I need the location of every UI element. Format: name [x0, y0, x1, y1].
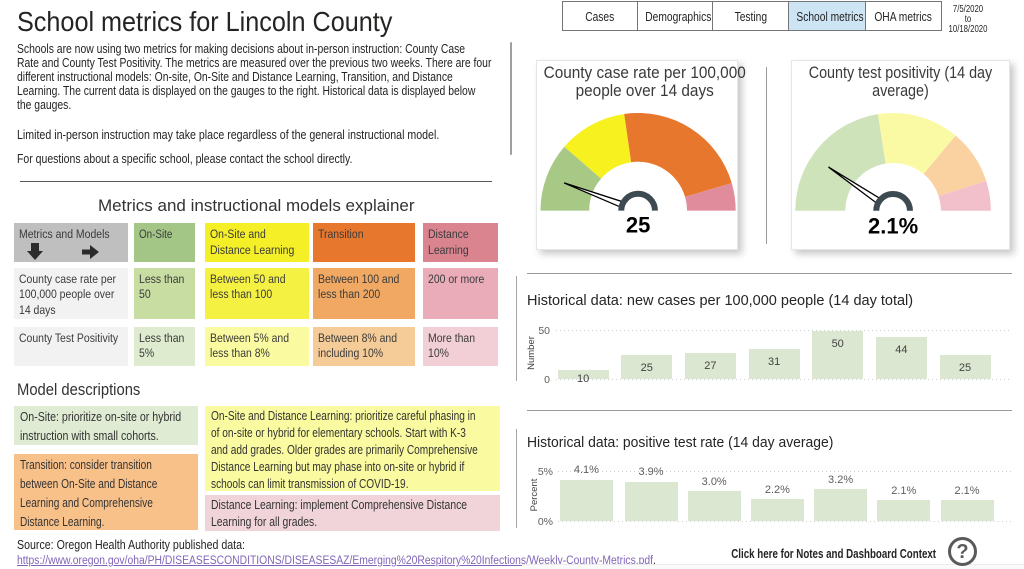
svg-text:25: 25 — [626, 212, 650, 237]
svg-text:2.1%: 2.1% — [868, 214, 918, 239]
